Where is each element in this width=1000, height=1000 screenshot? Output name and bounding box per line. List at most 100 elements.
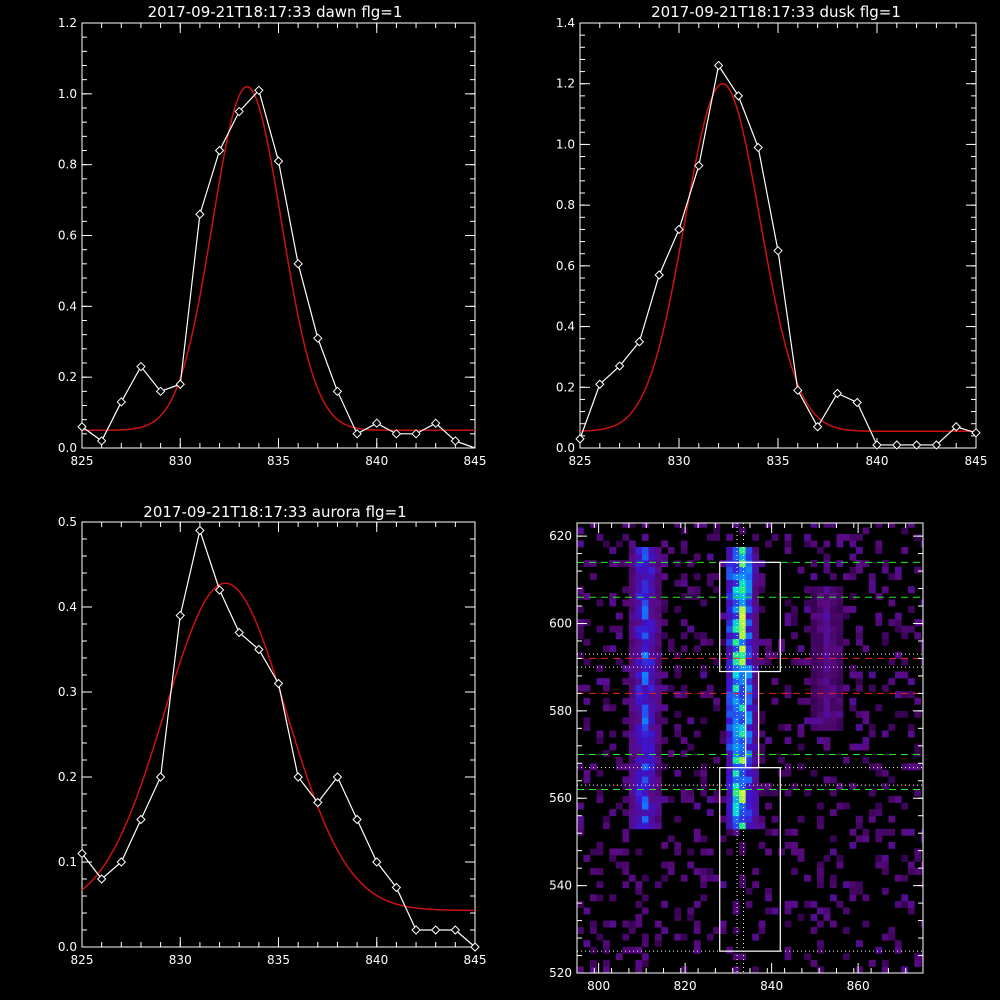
heatmap-cell [726,579,733,587]
heatmap-cell [810,717,818,725]
heatmap-cell [907,763,915,771]
heatmap-cell [732,579,740,587]
heatmap-cell [739,573,746,581]
heatmap-cell [901,894,909,902]
heatmap-cell [713,789,720,797]
heatmap-cell [765,651,772,659]
heatmap-cell [609,848,617,856]
heatmap-cell [907,900,915,908]
heatmap-cell [726,737,733,744]
heatmap-cell [674,724,682,731]
heatmap-cell [590,763,597,771]
heatmap-cell [856,671,863,679]
heatmap-cell [674,933,682,941]
heatmap-cell [590,946,597,954]
heatmap-cell [830,606,837,613]
heatmap-cell [745,822,753,830]
heatmap-cell [654,691,662,699]
heatmap-cell [628,553,636,561]
heatmap-cell [732,776,740,784]
heatmap-cell [706,533,714,541]
heatmap-cell [648,566,656,574]
heatmap-cell [635,579,643,587]
heatmap-cell [758,638,766,646]
heatmap-cell [661,841,669,849]
heatmap-cell [635,743,643,751]
heatmap-cell [577,966,584,973]
heatmap-cell [693,868,701,875]
heatmap-cell [830,586,837,594]
heatmap-cell [622,586,630,594]
heatmap-cell [635,553,643,561]
heatmap-cell [615,625,623,633]
heatmap-cell [648,625,656,633]
heatmap-cell [726,802,733,810]
heatmap-cell [596,789,604,797]
heatmap-cell [784,691,792,699]
heatmap-cell [797,763,805,771]
heatmap-cell [628,645,636,653]
heatmap-cell [732,789,740,797]
heatmap-cell [641,566,649,574]
heatmap-cell [577,815,584,823]
dawn-data-point [391,429,402,439]
heatmap-cell [817,678,824,685]
heatmap-cell [654,881,662,889]
heatmap-cell [875,861,883,869]
heatmap-cell [641,776,649,784]
heatmap-cell [674,769,682,777]
heatmap-cell [830,619,837,626]
heatmap-cell [817,547,824,554]
heatmap-cell [719,560,727,567]
heatmap-cell [726,769,733,777]
heatmap-cell [920,881,923,889]
heatmap-cell [823,914,831,921]
heatmap-cell [641,684,649,692]
heatmap-cell [654,632,662,640]
heatmap-cell [830,848,837,856]
heatmap-cell [648,592,656,600]
heatmap-cell [745,809,753,817]
heatmap-cell [817,868,824,875]
heatmap-cell [661,717,669,725]
heatmap-cell [641,710,649,718]
heatmap-cell [810,658,818,666]
heatmap-cell [739,553,746,561]
heatmap-cell [603,645,610,653]
dawn-xtick-label: 845 [464,454,487,468]
heatmap-cell [609,894,617,902]
heatmap-cell [680,527,688,535]
heatmap-cell [648,684,656,692]
heatmap-cell [791,841,798,849]
heatmap-cell [758,579,766,587]
heatmap-cell [732,586,740,594]
heatmap-cell [849,841,857,849]
heatmap-cell [732,599,740,607]
heatmap-cell [596,737,604,744]
heatmap-cell [628,769,636,777]
heatmap-cell [907,691,915,699]
heatmap-cell [804,953,811,961]
dawn-data-point [372,418,382,428]
heatmap-cell [661,927,669,934]
heatmap-cell [732,769,740,777]
heatmap-cell [881,887,889,895]
heatmap-cell [700,632,708,640]
dawn-xtick-label: 840 [365,454,388,468]
dusk-data-point [951,422,961,432]
heatmap-cell [713,796,720,803]
heatmap-cell [914,763,922,771]
heatmap-cell [752,783,759,790]
chart-heatmap: 800 820 840 860 520 540 560 580 600 620 [549,522,924,993]
heatmap-cell [628,697,636,705]
heatmap-cell [674,606,682,613]
heatmap-cell [615,540,623,548]
heatmap-cell [758,573,766,581]
heatmap-cell [784,533,792,541]
heatmap-cell [752,678,759,685]
dusk-data-point [575,434,585,444]
heatmap-cell [888,933,896,941]
heatmap-cell [726,815,733,823]
heatmap-cell [635,573,643,581]
heatmap-cell [784,841,792,849]
